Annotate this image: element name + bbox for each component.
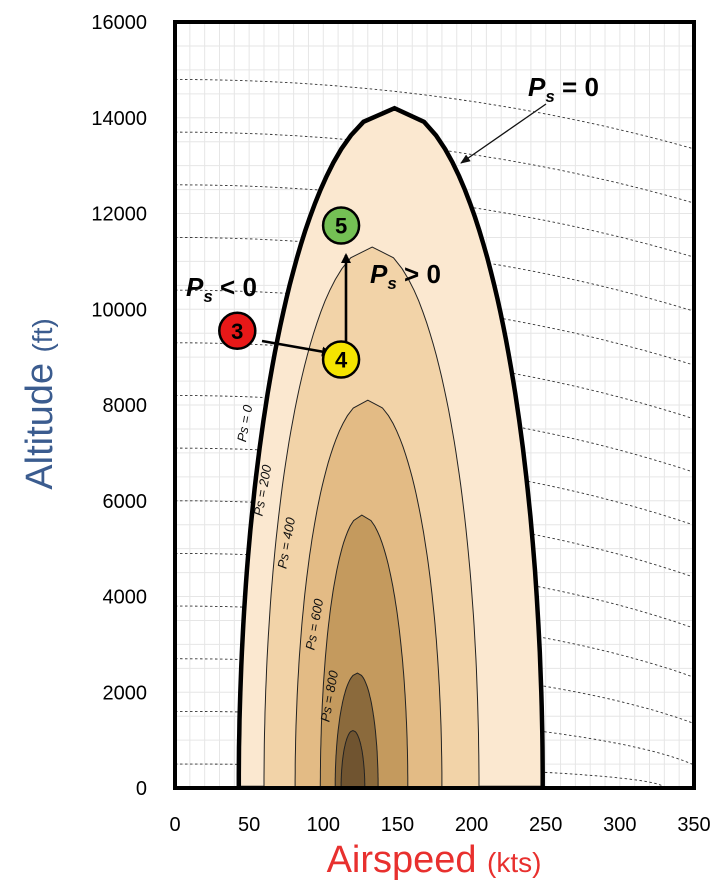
x-tick-label: 300: [603, 814, 636, 836]
annotation-ps-positive: Ps > 0: [370, 259, 441, 293]
x-axis-title: Airspeed (kts): [327, 839, 542, 881]
point-marker-4: [321, 340, 361, 379]
ps-envelopes: [236, 105, 545, 788]
y-tick-label: 16000: [91, 12, 147, 34]
x-tick-label: 250: [529, 814, 562, 836]
arrow-3-to-4: [261, 339, 332, 357]
point-label-3: 3: [231, 319, 243, 344]
y-tick-labels: 0 2000 4000 6000 8000 10000 12000 14000 16000: [91, 12, 147, 800]
y-tick-label: 10000: [91, 299, 147, 321]
x-tick-label: 100: [307, 814, 340, 836]
x-tick-label: 50: [238, 814, 260, 836]
x-tick-label: 350: [677, 814, 710, 836]
x-axis-title-main: Airspeed: [327, 839, 477, 881]
y-tick-label: 8000: [103, 395, 148, 417]
y-tick-label: 4000: [103, 587, 148, 609]
flight-path-points: 3 4 5: [218, 206, 361, 379]
y-tick-label: 6000: [103, 491, 148, 513]
point-label-5: 5: [335, 213, 347, 238]
x-tick-label: 150: [381, 814, 414, 836]
y-tick-label: 12000: [91, 204, 147, 226]
y-axis-title-unit: (ft): [27, 318, 58, 352]
y-tick-label: 2000: [103, 682, 148, 704]
y-axis-title-main: Altitude: [19, 363, 61, 490]
annotation-ps-zero: Ps = 0: [528, 72, 599, 106]
point-label-4: 4: [335, 348, 348, 373]
x-tick-labels: 0 50 100 150 200 250 300 350: [169, 814, 710, 836]
plot-frame: [173, 20, 696, 790]
point-marker-5: [321, 206, 361, 245]
envelope-core: [340, 729, 366, 788]
y-tick-label: 14000: [91, 108, 147, 130]
x-tick-label: 200: [455, 814, 488, 836]
contour-label: Ps = 0: [234, 403, 255, 443]
annotation-ps-negative: Ps < 0: [186, 272, 257, 306]
annotation-ps-zero-arrow: [460, 103, 547, 164]
x-tick-label: 0: [169, 814, 180, 836]
x-axis-title-unit: (kts): [487, 847, 541, 878]
point-marker-3: [218, 311, 257, 351]
y-tick-label: 0: [136, 778, 147, 800]
energy-height-line: [175, 605, 694, 678]
y-axis-title: Altitude (ft): [19, 318, 61, 489]
